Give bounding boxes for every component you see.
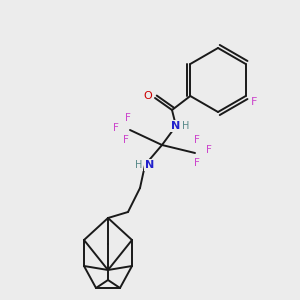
Text: F: F [194,158,200,168]
Text: H: H [135,160,143,170]
Text: F: F [125,113,131,123]
Text: H: H [182,121,190,131]
Text: F: F [194,135,200,145]
Text: O: O [144,91,152,101]
Text: F: F [123,135,129,145]
Text: F: F [113,123,119,133]
Text: F: F [206,145,212,155]
Text: N: N [171,121,181,131]
Text: F: F [250,97,257,107]
Text: N: N [146,160,154,170]
